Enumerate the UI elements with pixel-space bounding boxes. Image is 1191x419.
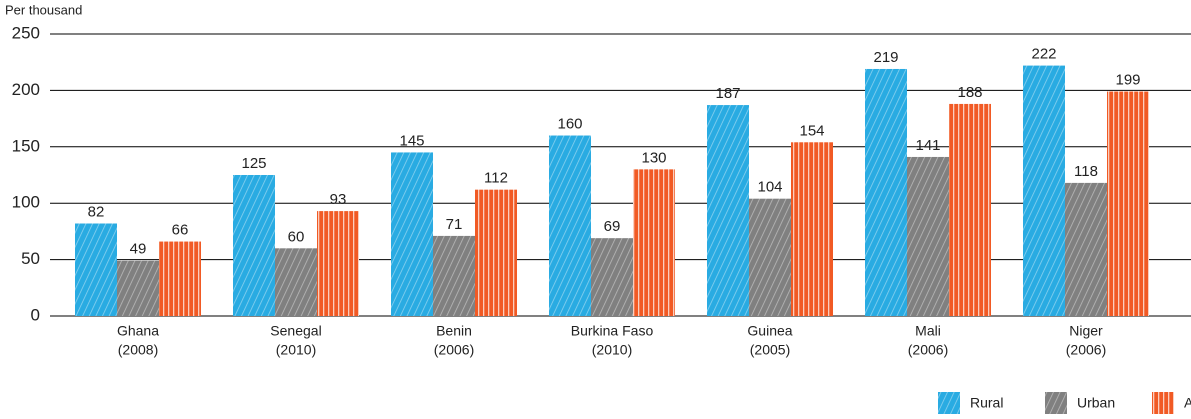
value-label: 188 [957, 84, 982, 101]
bar [317, 211, 359, 316]
legend-label: Urban [1077, 395, 1115, 411]
legend-swatch [938, 392, 960, 414]
bar [949, 103, 991, 316]
value-label: 71 [446, 216, 463, 233]
value-label: 82 [88, 203, 105, 220]
value-label: 125 [241, 155, 266, 172]
bar [549, 135, 591, 316]
bar [275, 248, 317, 316]
x-tick-label: Ghana [117, 323, 159, 339]
value-label: 66 [172, 222, 189, 239]
bar [791, 142, 833, 316]
x-tick-label: Burkina Faso [571, 323, 654, 339]
value-label: 130 [641, 149, 666, 166]
legend-swatch [1045, 392, 1067, 414]
bar [159, 241, 201, 316]
y-tick-label: 0 [31, 305, 40, 324]
bar [907, 156, 949, 316]
bar [1107, 91, 1149, 316]
legend-swatch [1152, 392, 1174, 414]
x-tick-label: (2006) [1066, 342, 1106, 358]
y-tick-label: 50 [21, 249, 40, 268]
bar [707, 105, 749, 317]
bar [75, 223, 117, 316]
x-tick-label: (2006) [908, 342, 948, 358]
value-label: 93 [330, 191, 347, 208]
bar [1023, 65, 1065, 316]
x-tick-label: Guinea [747, 323, 792, 339]
value-label: 112 [484, 170, 508, 187]
value-label: 219 [873, 49, 898, 66]
value-label: 118 [1074, 163, 1098, 180]
y-tick-label: 150 [12, 136, 40, 155]
value-label: 145 [399, 132, 424, 149]
bar [865, 68, 907, 316]
y-tick-label: 200 [12, 80, 40, 99]
value-label: 187 [715, 85, 740, 102]
legend-label: All [1184, 395, 1191, 411]
y-tick-label: 100 [12, 193, 40, 212]
bar [391, 152, 433, 316]
x-tick-label: Senegal [270, 323, 321, 339]
bar [749, 198, 791, 316]
x-tick-label: Benin [436, 323, 472, 339]
value-label: 69 [604, 218, 621, 235]
value-label: 154 [799, 122, 824, 139]
bar [433, 235, 475, 316]
x-tick-label: (2010) [592, 342, 632, 358]
y-axis-label: Per thousand [5, 2, 82, 17]
value-label: 104 [757, 179, 782, 196]
x-tick-label: (2006) [434, 342, 474, 358]
bar [1065, 182, 1107, 316]
bar [233, 175, 275, 316]
value-label: 199 [1115, 71, 1140, 88]
value-label: 160 [557, 115, 582, 132]
y-tick-label: 250 [12, 23, 40, 42]
x-tick-label: (2005) [750, 342, 790, 358]
value-label: 49 [130, 241, 147, 258]
x-tick-label: (2010) [276, 342, 316, 358]
legend-label: Rural [970, 395, 1003, 411]
value-label: 60 [288, 228, 305, 245]
value-label: 141 [915, 137, 940, 154]
bar [591, 238, 633, 316]
x-tick-label: Niger [1069, 323, 1103, 339]
value-label: 222 [1031, 46, 1056, 63]
bar [475, 189, 517, 316]
x-tick-label: Mali [915, 323, 941, 339]
bar [633, 169, 675, 316]
x-tick-label: (2008) [118, 342, 158, 358]
bar [117, 260, 159, 316]
